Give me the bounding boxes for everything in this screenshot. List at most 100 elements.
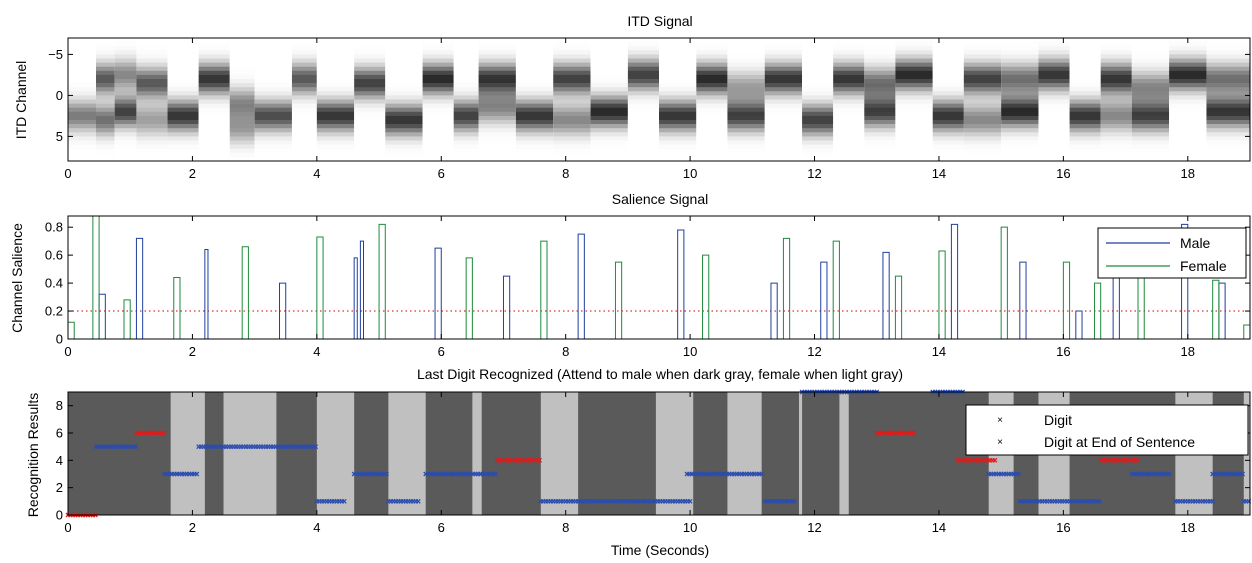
recognition-legend: × Digit × Digit at End of Sentence <box>965 404 1249 456</box>
itd-cell <box>1001 50 1039 55</box>
itd-cell <box>864 144 896 149</box>
itd-cell <box>590 111 628 117</box>
light-band <box>472 392 482 515</box>
itd-cell <box>864 50 896 55</box>
itd-cell <box>114 54 137 59</box>
itd-cell <box>316 124 355 129</box>
itd-cell <box>515 136 554 141</box>
itd-cell <box>114 99 137 104</box>
itd-cell <box>354 46 386 51</box>
itd-cell <box>932 79 964 84</box>
x-tick-label: 12 <box>807 520 821 535</box>
itd-cell <box>727 144 765 149</box>
itd-cell <box>1206 111 1250 117</box>
itd-cell <box>1100 58 1132 63</box>
itd-cell <box>895 115 933 121</box>
itd-cell <box>136 50 168 55</box>
itd-cell <box>478 152 516 158</box>
itd-cell <box>254 95 292 100</box>
itd-cell <box>696 144 728 149</box>
legend-digit-end-marker: × <box>997 437 1003 448</box>
itd-cell <box>963 58 1002 63</box>
itd-cell <box>136 54 168 59</box>
itd-cell <box>515 87 554 92</box>
itd-cell <box>354 42 386 47</box>
itd-cell <box>114 120 137 125</box>
itd-cell <box>291 120 317 125</box>
itd-cell <box>963 79 1002 84</box>
itd-cell <box>515 91 554 96</box>
itd-cell <box>627 128 659 133</box>
itd-cell <box>478 46 516 51</box>
digit-marker <box>1166 471 1172 477</box>
itd-segment <box>515 38 554 162</box>
itd-cell <box>659 70 697 76</box>
itd-cell <box>95 115 115 121</box>
itd-cell <box>1038 107 1070 113</box>
itd-cell <box>114 115 137 121</box>
itd-cell <box>1131 46 1170 51</box>
itd-cell <box>864 148 896 154</box>
itd-cell <box>316 136 355 141</box>
itd-cell <box>659 148 697 154</box>
itd-cell <box>1038 152 1070 158</box>
itd-cell <box>1131 62 1170 67</box>
itd-cell <box>354 136 386 141</box>
itd-cell <box>659 79 697 84</box>
itd-segment <box>478 38 516 162</box>
digit-marker <box>133 444 139 450</box>
itd-cell <box>167 91 199 96</box>
itd-cell <box>515 140 554 145</box>
itd-cell <box>932 115 964 121</box>
itd-cell <box>1001 79 1039 84</box>
itd-cell <box>254 58 292 63</box>
itd-cell <box>316 144 355 149</box>
itd-cell <box>354 115 386 121</box>
itd-cell <box>291 115 317 121</box>
itd-cell <box>1100 128 1132 133</box>
itd-segment <box>316 38 355 162</box>
itd-cell <box>590 83 628 88</box>
itd-segment <box>1001 38 1039 162</box>
itd-cell <box>895 152 933 158</box>
itd-cell <box>229 148 255 154</box>
itd-cell <box>291 62 317 67</box>
itd-cell <box>95 46 115 51</box>
itd-cell <box>1100 144 1132 149</box>
itd-cell <box>727 42 765 47</box>
itd-cell <box>136 42 168 47</box>
itd-cell <box>696 58 728 63</box>
itd-cell <box>198 50 230 55</box>
itd-cell <box>553 136 591 141</box>
itd-cell <box>833 54 865 59</box>
itd-cell <box>198 38 230 43</box>
itd-cell <box>385 79 423 84</box>
itd-cell <box>478 148 516 154</box>
itd-cell <box>727 50 765 55</box>
itd-cell <box>553 54 591 59</box>
itd-cell <box>1169 140 1207 145</box>
itd-cell <box>833 74 865 80</box>
itd-cell <box>764 152 803 158</box>
itd-cell <box>895 95 933 100</box>
itd-cell <box>422 42 454 47</box>
itd-cell <box>254 91 292 96</box>
itd-cell <box>515 132 554 137</box>
itd-cell <box>385 148 423 154</box>
itd-cell <box>895 83 933 88</box>
itd-cell <box>1069 50 1101 55</box>
itd-cell <box>696 156 728 162</box>
itd-cell <box>354 66 386 72</box>
itd-cell <box>895 38 933 43</box>
itd-cell <box>764 42 803 47</box>
itd-cell <box>627 38 659 43</box>
itd-cell <box>1038 58 1070 63</box>
itd-cell <box>553 103 591 108</box>
itd-cell <box>553 38 591 43</box>
itd-cell <box>478 140 516 145</box>
itd-cell <box>254 136 292 141</box>
itd-cell <box>1169 132 1207 137</box>
itd-cell <box>1001 91 1039 96</box>
itd-cell <box>136 128 168 133</box>
itd-cell <box>1001 62 1039 67</box>
